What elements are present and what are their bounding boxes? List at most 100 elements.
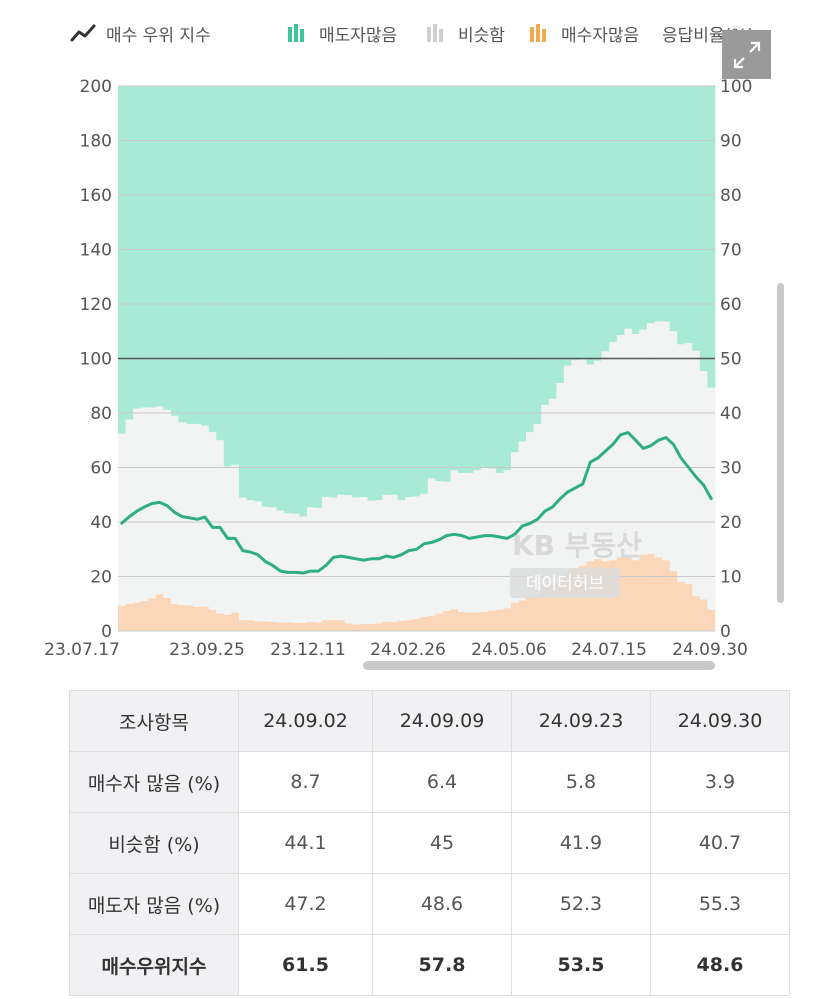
bar-buyers (367, 623, 376, 631)
table-header-row: 조사항목 24.09.02 24.09.09 24.09.23 24.09.30 (69, 690, 790, 752)
bar-similar (223, 466, 232, 615)
bar-buyers (677, 581, 686, 631)
row-label: 매수우위지수 (69, 934, 239, 996)
bar-buyers (442, 610, 451, 631)
bar-buyers (254, 621, 262, 631)
bar-similar (193, 423, 202, 608)
vertical-scrollbar[interactable] (777, 283, 784, 603)
table-row: 매도자 많음 (%) 47.2 48.6 52.3 55.3 (69, 873, 790, 935)
bar-sellers (254, 86, 262, 502)
bar-sellers (405, 86, 414, 497)
bar-buyers (692, 596, 701, 631)
bar-buyers (284, 622, 293, 631)
bar-sellers (495, 86, 504, 473)
bar-sellers (616, 86, 625, 336)
bar-sellers (170, 86, 179, 416)
bar-similar (624, 328, 633, 556)
expand-button[interactable] (722, 30, 771, 79)
legend-buyers-label: 매수자많음 (561, 25, 640, 46)
bar-sellers (329, 86, 338, 498)
bar-sellers (163, 86, 172, 410)
bar-buyers (450, 609, 459, 631)
watermark-title: KB 부동산 (512, 529, 642, 562)
right-tick-label: 100 (720, 77, 752, 97)
bar-buyers (420, 616, 429, 631)
bar-similar (412, 496, 421, 620)
bar-buyers (344, 623, 353, 631)
left-tick-label: 20 (90, 568, 112, 588)
bar-similar (548, 398, 557, 585)
bar-similar (684, 343, 693, 584)
horizontal-scrollbar[interactable] (363, 661, 715, 670)
line-layer (120, 431, 713, 575)
header-date: 24.09.30 (650, 690, 790, 752)
bar-sellers (359, 86, 368, 497)
legend-index-label: 매수 우위 지수 (106, 25, 211, 46)
bar-similar (646, 323, 655, 554)
bar-similar (541, 404, 550, 588)
bar-sellers (420, 86, 429, 494)
legend-sellers[interactable]: 매도자많음 (287, 20, 397, 46)
bar-sellers (322, 86, 330, 497)
right-tick-label: 50 (720, 350, 742, 370)
legend-similar[interactable]: 비슷함 (426, 20, 505, 46)
row-label: 매도자 많음 (%) (69, 873, 239, 935)
bar-sellers (337, 86, 346, 495)
bar-buyers (548, 584, 557, 631)
bar-sellers (155, 86, 164, 407)
x-tick-label: 24.05.06 (471, 640, 547, 660)
bar-buyers (299, 622, 308, 631)
bar-sellers (450, 86, 459, 471)
bar-similar (631, 333, 640, 561)
bar-sellers (299, 86, 308, 517)
bar-sellers (306, 86, 315, 508)
bar-sellers (699, 86, 708, 372)
bar-sellers (677, 86, 686, 345)
bar-buyers (654, 557, 663, 631)
bar-similar (382, 494, 391, 622)
bar-sellers (435, 86, 444, 482)
left-tick-label: 80 (90, 404, 112, 424)
bar-buyers (269, 621, 277, 631)
bar-sellers (178, 86, 187, 423)
table-row: 매수우위지수 61.5 57.8 53.5 48.6 (69, 934, 790, 996)
legend-index[interactable]: 매수 우위 지수 (70, 20, 211, 46)
bar-sellers (246, 86, 255, 501)
bar-sellers (526, 86, 534, 433)
bar-buyers (518, 600, 527, 631)
bar-similar (170, 415, 179, 604)
bar-buyers (616, 557, 625, 631)
legend-buyers[interactable]: 매수자많음 (529, 20, 639, 46)
table-cell: 8.7 (238, 751, 373, 813)
header-item: 조사항목 (69, 690, 239, 752)
bar-sellers (601, 86, 610, 352)
bar-sellers (556, 86, 565, 384)
bar-sellers (148, 86, 157, 408)
left-tick-label: 160 (80, 186, 112, 206)
bar-buyers (314, 622, 323, 631)
bar-sellers (578, 86, 587, 360)
bar-sellers (397, 86, 406, 501)
bar-sellers (231, 86, 240, 465)
table-cell: 47.2 (238, 873, 373, 935)
bar-buyers (140, 601, 149, 631)
bar-similar (246, 500, 255, 621)
bar-similar (450, 470, 459, 610)
bar-similar (662, 321, 670, 561)
right-tick-label: 40 (720, 404, 742, 424)
line-trend-icon (70, 24, 96, 42)
bar-similar (397, 500, 406, 621)
bar-buyers (458, 611, 466, 631)
bar-buyers (223, 614, 232, 631)
bar-similar (314, 507, 323, 623)
bar-buyers (412, 619, 421, 631)
bar-sellers (518, 86, 527, 442)
bar-buyers (155, 594, 164, 631)
bar-buyers (382, 621, 391, 631)
bar-sellers (488, 86, 497, 469)
left-tick-label: 100 (80, 350, 112, 370)
bar-similar (639, 329, 648, 555)
bar-buyers (322, 620, 330, 631)
legend-similar-label: 비슷함 (458, 25, 505, 46)
x-tick-label: 23.07.17 (44, 640, 120, 660)
